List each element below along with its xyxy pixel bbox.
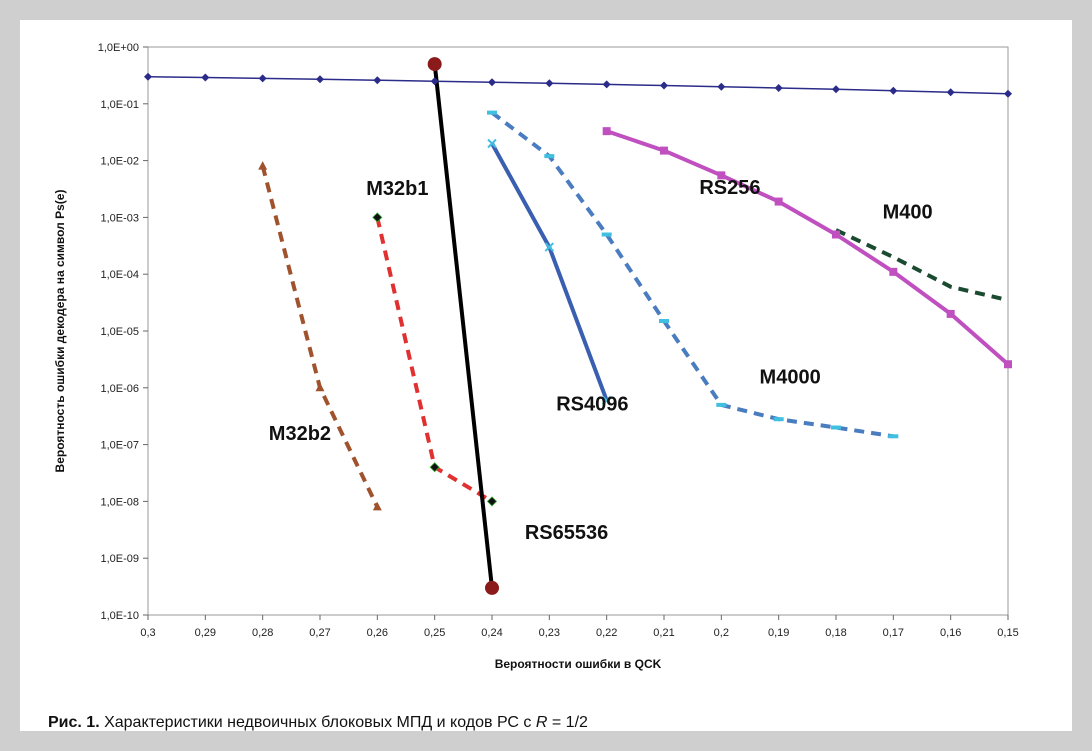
series-annotation: RS256 [699, 177, 760, 199]
series-line-m32b1 [375, 216, 494, 504]
y-tick-label: 1,0E-10 [100, 610, 139, 622]
data-point-qsk [201, 73, 210, 82]
series-line-m32b2 [260, 165, 380, 508]
y-tick-label: 1,0E-03 [100, 212, 139, 224]
x-tick-label: 0,25 [424, 627, 445, 639]
marker-layer [144, 57, 1012, 595]
x-tick-label: 0,21 [653, 627, 674, 639]
x-tick-label: 0,24 [481, 627, 502, 639]
data-point-rs256 [889, 267, 898, 276]
x-tick-label: 0,15 [997, 627, 1018, 639]
data-point-qsk [774, 83, 783, 92]
data-point-qsk [889, 86, 898, 95]
y-tick-label: 1,0E-02 [100, 156, 139, 168]
data-point-qsk [946, 88, 955, 97]
series-line-rs4096 [490, 142, 609, 402]
data-point-rs65536 [427, 57, 442, 72]
data-point-rs256 [717, 171, 726, 180]
x-tick-label: 0,29 [195, 627, 216, 639]
y-tick-label: 1,0E-08 [100, 496, 139, 508]
data-point-rs256 [660, 146, 668, 155]
annotation-layer: M32b1 M32b2 RS65536 RS4096 M4000 RS256 M400 [269, 177, 933, 544]
series-line-m4000 [490, 111, 894, 439]
x-tick-label: 0,26 [367, 627, 388, 639]
y-tick-label: 1,0E-05 [100, 326, 139, 338]
figure-caption: Рис. 1. Характеристики недвоичных блоков… [48, 714, 588, 732]
data-point-m32b1 [372, 212, 383, 223]
caption-text: Характеристики недвоичных блоковых МПД и… [99, 714, 536, 731]
y-tick-label: 1,0E-06 [100, 383, 139, 395]
data-point-m32b1 [486, 496, 498, 507]
data-point-m32b1 [429, 462, 440, 473]
series-annotation: RS4096 [556, 393, 628, 415]
series-layer [147, 63, 1010, 589]
series-line-qsk [147, 75, 1009, 95]
y-tick-label: 1,0E-07 [100, 440, 139, 452]
x-tick-label: 0,17 [883, 627, 904, 639]
y-axis-label: Вероятность ошибки декодера на символ Ps… [53, 190, 67, 473]
x-tick-label: 0,18 [825, 627, 846, 639]
data-point-m32b2 [315, 382, 325, 392]
data-point-m32b2 [372, 501, 382, 511]
caption-variable: R [535, 714, 548, 731]
x-axis: 0,3 0,29 0,28 0,27 0,26 0,25 0,24 0,23 0,22 0,21 0… [140, 615, 1019, 639]
data-point-qsk [545, 79, 554, 88]
data-point-qsk [430, 77, 439, 86]
x-tick-label: 0,23 [539, 627, 560, 639]
data-point-rs256 [1004, 360, 1012, 369]
series-annotation: RS65536 [525, 522, 608, 544]
x-tick-label: 0,3 [140, 627, 155, 639]
data-point-qsk [144, 72, 152, 81]
series-annotation: M400 [883, 202, 933, 224]
x-tick-label: 0,19 [768, 627, 789, 639]
data-point-qsk [316, 75, 324, 84]
data-point-rs256 [832, 230, 840, 239]
data-point-qsk [660, 81, 668, 90]
x-tick-label: 0,27 [309, 627, 330, 639]
series-annotation: M32b1 [366, 178, 428, 200]
y-axis: 1,0E+00 1,0E-01 1,0E-02 1,0E-03 1,0E-04 1,0E-… [98, 42, 148, 622]
data-point-rs256 [774, 197, 783, 206]
x-tick-label: 0,16 [940, 627, 961, 639]
data-point-qsk [488, 78, 496, 87]
data-point-qsk [832, 85, 840, 94]
figure-panel: 1,0E+00 1,0E-01 1,0E-02 1,0E-03 1,0E-04 1,0E-… [20, 20, 1072, 731]
data-point-qsk [717, 82, 726, 91]
data-point-rs256 [946, 309, 955, 318]
data-point-rs65536 [485, 580, 499, 595]
caption-text-end: = 1/2 [547, 714, 588, 731]
data-point-qsk [1004, 89, 1012, 98]
data-point-rs4096 [544, 242, 555, 252]
y-tick-label: 1,0E-01 [100, 99, 139, 111]
data-point-qsk [258, 74, 267, 83]
x-tick-label: 0,28 [252, 627, 273, 639]
data-point-rs256 [602, 127, 611, 136]
series-line-m400 [835, 228, 1009, 303]
data-point-qsk [602, 80, 611, 89]
data-point-rs4096 [601, 395, 612, 406]
x-axis-label: Вероятности ошибки в QCK [495, 657, 662, 671]
y-tick-label: 1,0E-04 [100, 269, 139, 281]
x-tick-label: 0,22 [596, 627, 617, 639]
data-point-m32b2 [258, 161, 268, 170]
y-tick-label: 1,0E-09 [100, 553, 139, 565]
data-point-rs4096 [487, 138, 497, 149]
series-line-rs256 [606, 129, 1010, 366]
chart: 1,0E+00 1,0E-01 1,0E-02 1,0E-03 1,0E-04 1,0E-… [53, 42, 1019, 671]
series-annotation: M4000 [760, 366, 821, 388]
data-point-qsk [373, 76, 382, 85]
series-annotation: M32b2 [269, 423, 331, 445]
series-line-rs65536 [432, 63, 494, 589]
figure-number: Рис. 1. [48, 714, 100, 731]
y-tick-label: 1,0E+00 [98, 42, 139, 54]
x-tick-label: 0,2 [714, 627, 729, 639]
